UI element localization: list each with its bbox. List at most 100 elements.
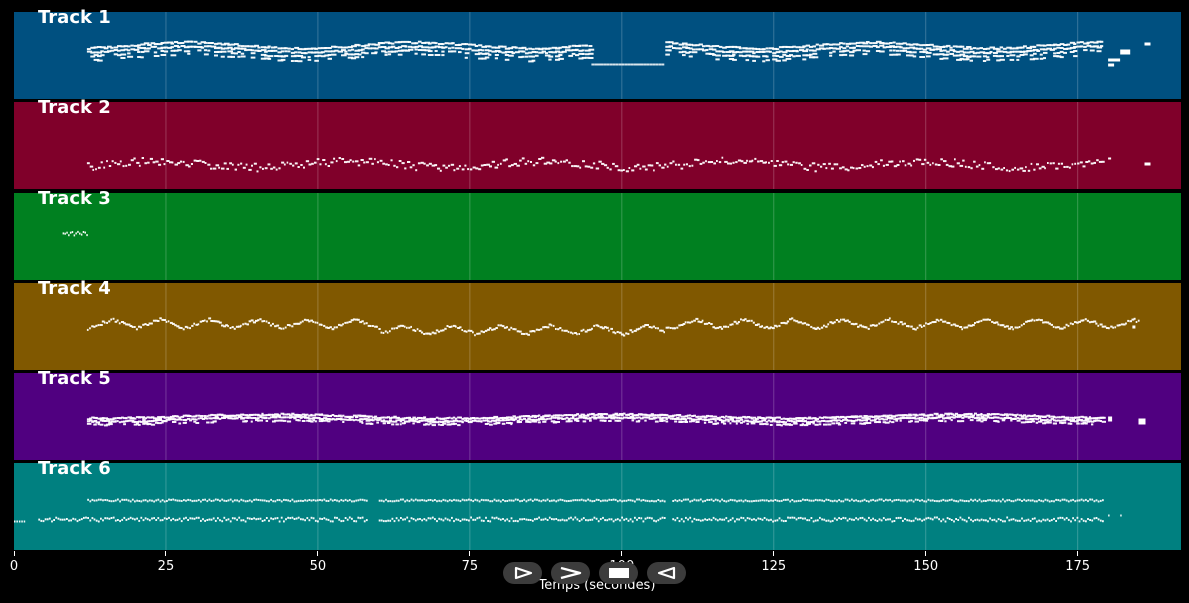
note [691, 418, 695, 421]
note [752, 52, 756, 55]
note [950, 324, 953, 327]
note [1088, 160, 1091, 163]
note [314, 519, 317, 522]
note [623, 499, 626, 502]
note [100, 498, 102, 501]
note [680, 415, 683, 418]
note [108, 423, 113, 426]
note [174, 499, 177, 502]
note [441, 54, 445, 57]
play-icon [514, 566, 532, 580]
note [203, 53, 209, 56]
note [448, 42, 454, 45]
note [1066, 47, 1072, 50]
note [625, 499, 628, 502]
note [153, 43, 159, 45]
note [846, 319, 849, 322]
note [511, 52, 516, 55]
note [548, 414, 551, 417]
note [421, 499, 423, 502]
note [257, 46, 261, 49]
note [184, 421, 187, 424]
note [202, 518, 204, 521]
note [444, 417, 447, 420]
note [1063, 48, 1069, 50]
note [528, 55, 533, 58]
note [280, 327, 283, 330]
note [320, 418, 324, 421]
note [588, 45, 593, 47]
note [940, 415, 944, 418]
note [541, 156, 545, 159]
note [193, 40, 198, 43]
note [797, 321, 801, 324]
note [728, 54, 735, 57]
note [1059, 47, 1064, 49]
note [969, 47, 973, 50]
note [959, 57, 964, 60]
note [996, 59, 1001, 62]
note [217, 42, 222, 45]
note [801, 418, 805, 420]
note [506, 416, 510, 419]
note [180, 415, 185, 418]
note [829, 499, 832, 502]
note [295, 413, 299, 416]
note [263, 499, 266, 502]
note [882, 418, 885, 421]
fast-forward-button[interactable] [551, 562, 590, 584]
note [946, 50, 950, 53]
note [335, 160, 338, 163]
note [508, 165, 512, 168]
note [390, 159, 393, 162]
note [558, 57, 564, 60]
note [650, 413, 654, 416]
note [451, 499, 453, 502]
note [294, 46, 300, 49]
note [740, 499, 743, 502]
note [604, 499, 606, 502]
note [306, 319, 310, 322]
note [689, 414, 692, 417]
note [344, 46, 349, 49]
note [75, 232, 77, 235]
note [221, 167, 225, 170]
note [559, 414, 563, 417]
note [582, 517, 585, 520]
note [857, 518, 860, 521]
note [357, 164, 361, 167]
note [574, 419, 578, 422]
x-tick-label: 150 [913, 559, 939, 574]
note [448, 164, 451, 167]
note [909, 51, 913, 54]
note [523, 333, 525, 335]
note [395, 419, 398, 422]
note [157, 47, 163, 50]
note [486, 417, 491, 420]
note [844, 498, 847, 501]
note [508, 416, 513, 419]
note [619, 499, 621, 502]
note [393, 520, 396, 523]
note [451, 46, 455, 49]
note [247, 48, 253, 51]
note [676, 500, 679, 503]
note [290, 51, 295, 54]
note [505, 158, 508, 161]
rewind-button[interactable] [647, 562, 686, 584]
note [93, 325, 96, 328]
note [640, 326, 643, 329]
note [1131, 318, 1135, 321]
play-button[interactable] [503, 562, 542, 584]
note [155, 160, 159, 163]
note [454, 44, 461, 46]
note [1095, 322, 1098, 325]
note [763, 422, 767, 425]
note [922, 51, 929, 54]
note [1076, 41, 1080, 44]
note [459, 520, 462, 522]
note [940, 413, 943, 416]
stop-button[interactable] [599, 562, 638, 584]
note [906, 43, 911, 46]
note [908, 417, 912, 420]
